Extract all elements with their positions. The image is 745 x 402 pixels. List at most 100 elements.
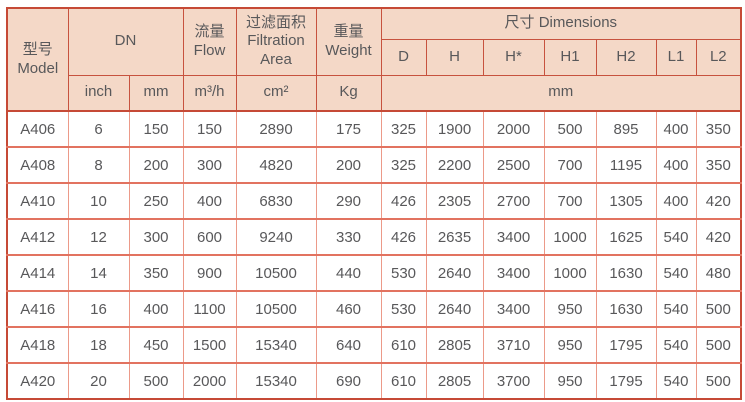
value-cell: 10500 bbox=[235, 290, 317, 328]
value-cell: 2635 bbox=[425, 218, 484, 256]
model-cell: A408 bbox=[6, 146, 69, 184]
value-cell: 1000 bbox=[543, 218, 597, 256]
value-cell: 600 bbox=[182, 218, 237, 256]
header-dn: DN bbox=[67, 7, 184, 76]
unit-dimensions: mm bbox=[380, 74, 742, 112]
value-cell: 20 bbox=[67, 362, 130, 400]
table-row: A406 6 150 150 2890 175 325 1900 2000 500 895 400 35… bbox=[6, 110, 742, 148]
value-cell: 610 bbox=[380, 326, 427, 364]
header-dim-h: H bbox=[425, 38, 484, 76]
spec-table: 型号 Model DN 流量 Flow 过滤面积 Filtration Area bbox=[6, 7, 743, 400]
header-model-en: Model bbox=[17, 59, 59, 77]
model-cell: A420 bbox=[6, 362, 69, 400]
value-cell: 540 bbox=[655, 218, 697, 256]
table-row: A416 16 400 1100 10500 460 530 2640 3400 950 1630 5… bbox=[6, 290, 742, 328]
header-filtration-en: Filtration Area bbox=[247, 32, 305, 69]
model-cell: A410 bbox=[6, 182, 69, 220]
value-cell: 12 bbox=[67, 218, 130, 256]
value-cell: 3400 bbox=[482, 218, 545, 256]
value-cell: 2700 bbox=[482, 182, 545, 220]
value-cell: 2890 bbox=[235, 110, 317, 148]
header-dim-d: D bbox=[380, 38, 427, 76]
header-weight-cn: 重量 bbox=[333, 23, 364, 40]
table-header: 型号 Model DN 流量 Flow 过滤面积 Filtration Area bbox=[6, 7, 742, 112]
value-cell: 1630 bbox=[595, 254, 657, 292]
value-cell: 2805 bbox=[425, 326, 484, 364]
model-cell: A416 bbox=[6, 290, 69, 328]
table-row: A412 12 300 600 9240 330 426 2635 3400 1000 1625 54… bbox=[6, 218, 742, 256]
value-cell: 610 bbox=[380, 362, 427, 400]
value-cell: 1195 bbox=[595, 146, 657, 184]
value-cell: 1100 bbox=[182, 290, 237, 328]
header-flow-en: Flow bbox=[193, 41, 226, 59]
header-row-units: inch mm m³/h cm² Kg mm bbox=[7, 74, 742, 112]
value-cell: 300 bbox=[182, 146, 237, 184]
value-cell: 325 bbox=[380, 110, 427, 148]
value-cell: 6 bbox=[67, 110, 130, 148]
value-cell: 1795 bbox=[595, 326, 657, 364]
table-row: A420 20 500 2000 15340 690 610 2805 3700 950 1795 5… bbox=[6, 362, 742, 400]
table-row: A418 18 450 1500 15340 640 610 2805 3710 950 1795 5… bbox=[6, 326, 742, 364]
value-cell: 300 bbox=[128, 218, 184, 256]
value-cell: 3710 bbox=[482, 326, 545, 364]
header-dim-l1: L1 bbox=[655, 38, 697, 76]
table-row: A408 8 200 300 4820 200 325 2200 2500 700 1195 400 3… bbox=[6, 146, 742, 184]
header-model: 型号 Model bbox=[6, 7, 69, 112]
model-cell: A418 bbox=[6, 326, 69, 364]
value-cell: 500 bbox=[695, 362, 742, 400]
value-cell: 3400 bbox=[482, 290, 545, 328]
value-cell: 500 bbox=[695, 326, 742, 364]
value-cell: 250 bbox=[128, 182, 184, 220]
value-cell: 2000 bbox=[482, 110, 545, 148]
header-dim-l2: L2 bbox=[695, 38, 742, 76]
value-cell: 1000 bbox=[543, 254, 597, 292]
value-cell: 540 bbox=[655, 290, 697, 328]
value-cell: 2640 bbox=[425, 290, 484, 328]
value-cell: 950 bbox=[543, 290, 597, 328]
value-cell: 426 bbox=[380, 182, 427, 220]
value-cell: 16 bbox=[67, 290, 130, 328]
value-cell: 400 bbox=[655, 182, 697, 220]
value-cell: 1630 bbox=[595, 290, 657, 328]
value-cell: 14 bbox=[67, 254, 130, 292]
value-cell: 540 bbox=[655, 326, 697, 364]
value-cell: 175 bbox=[315, 110, 382, 148]
value-cell: 2305 bbox=[425, 182, 484, 220]
value-cell: 2805 bbox=[425, 362, 484, 400]
value-cell: 1795 bbox=[595, 362, 657, 400]
header-weight-en: Weight bbox=[325, 41, 372, 59]
value-cell: 400 bbox=[655, 110, 697, 148]
value-cell: 450 bbox=[128, 326, 184, 364]
header-dim-hstar: H* bbox=[482, 38, 545, 76]
table-row: A414 14 350 900 10500 440 530 2640 3400 1000 1630 5… bbox=[6, 254, 742, 292]
header-dim-h2: H2 bbox=[595, 38, 657, 76]
header-row-main: 型号 Model DN 流量 Flow 过滤面积 Filtration Area bbox=[6, 7, 742, 112]
value-cell: 530 bbox=[380, 290, 427, 328]
value-cell: 3700 bbox=[482, 362, 545, 400]
unit-flow: m³/h bbox=[182, 74, 237, 112]
value-cell: 500 bbox=[695, 290, 742, 328]
value-cell: 2200 bbox=[425, 146, 484, 184]
value-cell: 500 bbox=[543, 110, 597, 148]
header-dimensions: 尺寸 Dimensions bbox=[380, 7, 742, 40]
value-cell: 480 bbox=[695, 254, 742, 292]
value-cell: 325 bbox=[380, 146, 427, 184]
value-cell: 540 bbox=[655, 254, 697, 292]
value-cell: 420 bbox=[695, 182, 742, 220]
value-cell: 900 bbox=[182, 254, 237, 292]
value-cell: 18 bbox=[67, 326, 130, 364]
value-cell: 540 bbox=[655, 362, 697, 400]
header-filtration-area: 过滤面积 Filtration Area bbox=[235, 7, 317, 76]
value-cell: 150 bbox=[128, 110, 184, 148]
model-cell: A412 bbox=[6, 218, 69, 256]
value-cell: 200 bbox=[128, 146, 184, 184]
value-cell: 1305 bbox=[595, 182, 657, 220]
value-cell: 400 bbox=[128, 290, 184, 328]
value-cell: 700 bbox=[543, 182, 597, 220]
header-filtration-cn: 过滤面积 bbox=[246, 13, 307, 31]
value-cell: 350 bbox=[128, 254, 184, 292]
model-cell: A406 bbox=[6, 110, 69, 148]
header-row-dim-columns: D H H* H1 H2 L1 L2 bbox=[7, 38, 742, 76]
value-cell: 895 bbox=[595, 110, 657, 148]
